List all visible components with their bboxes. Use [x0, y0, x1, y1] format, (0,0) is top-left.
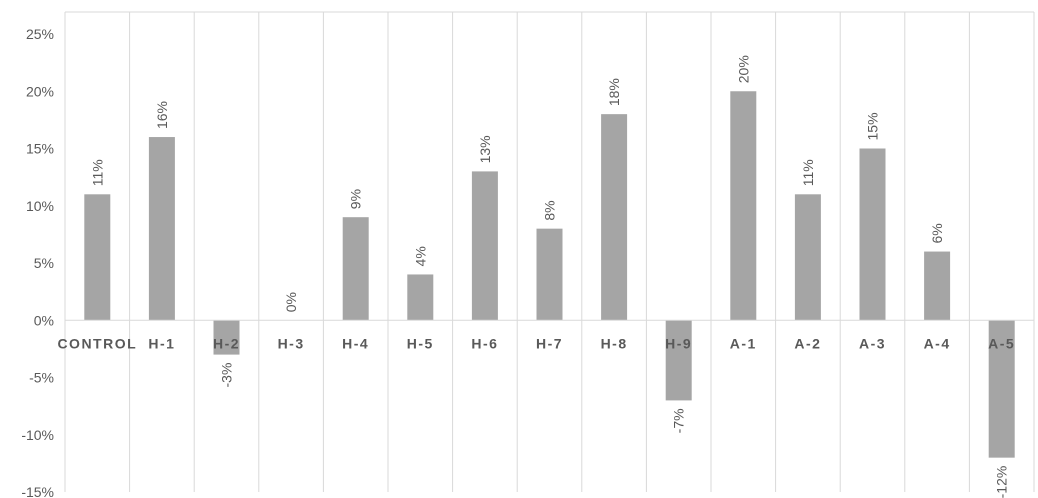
data-label: 9%	[348, 189, 364, 209]
x-tick-label: H-8	[601, 335, 628, 351]
bar-a-4	[924, 251, 951, 321]
bars	[84, 91, 1015, 458]
bar-h-8	[601, 114, 628, 321]
data-label: 11%	[89, 159, 105, 186]
data-labels: 11% 16% -3% 0% 9% 4% 13% 8% 18% -7% 20% 11% 15% 6% -12…	[89, 55, 1009, 498]
bar-h-2	[213, 320, 240, 355]
bar-h-7	[536, 228, 563, 321]
data-label: 20%	[735, 55, 751, 83]
x-tick-label: A-4	[924, 335, 951, 351]
data-label: -12%	[994, 466, 1010, 498]
data-label: 15%	[865, 112, 881, 140]
x-tick-label: A-2	[794, 335, 821, 351]
x-tick-label: H-1	[148, 335, 175, 351]
bar-h-4	[342, 217, 369, 321]
data-label: 4%	[412, 246, 428, 266]
data-label: -3%	[219, 363, 235, 388]
y-axis-ticks: 25% 20% 15% 10% 5% 0% -5% -10% -15%	[21, 26, 54, 498]
x-tick-label: H-7	[536, 335, 563, 351]
y-tick-label: 0%	[34, 312, 54, 328]
x-tick-label: H-9	[665, 335, 692, 351]
bar-a-3	[859, 148, 886, 321]
y-tick-label: 25%	[26, 26, 54, 42]
x-tick-label: A-3	[859, 335, 886, 351]
x-tick-label: H-2	[213, 335, 240, 351]
data-label: 13%	[477, 135, 493, 163]
data-label: 0%	[283, 292, 299, 312]
x-tick-label: CONTROL	[57, 335, 137, 351]
bar-a-5	[988, 320, 1015, 458]
bar-h-9	[665, 320, 692, 401]
data-label: 11%	[800, 159, 816, 186]
bar-a-2	[794, 194, 821, 321]
data-label: 6%	[929, 223, 945, 243]
data-label: 16%	[154, 101, 170, 129]
y-tick-label: 15%	[26, 141, 54, 157]
data-label: -7%	[671, 408, 687, 433]
data-label: 8%	[542, 200, 558, 220]
bar-a-1	[730, 91, 757, 321]
x-tick-label: H-6	[471, 335, 498, 351]
x-tick-label: H-5	[407, 335, 434, 351]
bar-control	[84, 194, 111, 321]
y-tick-label: -5%	[29, 370, 54, 386]
y-tick-label: -15%	[21, 484, 54, 498]
x-tick-label: A-5	[988, 335, 1015, 351]
y-tick-label: -10%	[21, 427, 54, 443]
bar-h-1	[148, 137, 175, 321]
bar-h-6	[471, 171, 498, 321]
x-tick-label: H-3	[278, 335, 305, 351]
y-tick-label: 10%	[26, 198, 54, 214]
x-axis-ticks: CONTROL H-1 H-2 H-3 H-4 H-5 H-6 H-7 H-8 H-9 A-1 A-2…	[57, 335, 1015, 351]
y-tick-label: 20%	[26, 83, 54, 99]
y-tick-label: 5%	[34, 255, 54, 271]
gridlines	[64, 11, 1035, 492]
bar-h-5	[407, 274, 434, 321]
x-tick-label: H-4	[342, 335, 369, 351]
data-label: 18%	[606, 78, 622, 106]
x-tick-label: A-1	[730, 335, 757, 351]
